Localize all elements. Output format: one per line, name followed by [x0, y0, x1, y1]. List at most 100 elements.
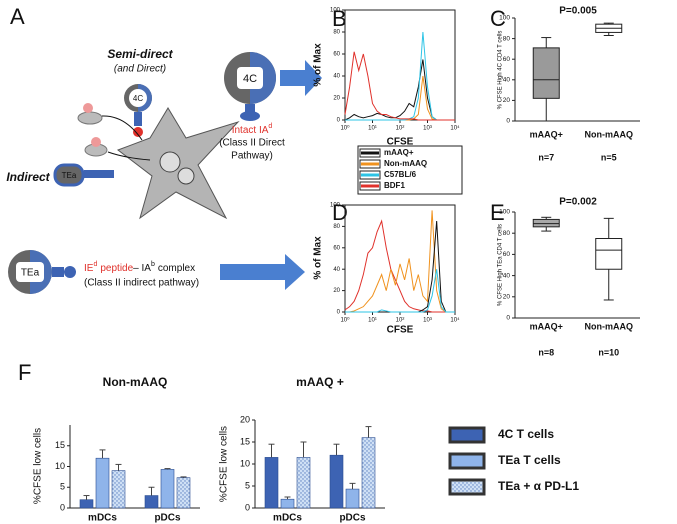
protein	[77, 111, 103, 125]
cell-label: 4C	[243, 73, 257, 85]
y-axis-label: % of Max	[313, 236, 324, 280]
bar	[329, 454, 344, 509]
n-label: n=10	[598, 347, 619, 357]
cell-label: 4C	[133, 94, 143, 103]
y-tick-label: 20	[240, 414, 250, 424]
y-tick-label: 40	[503, 272, 511, 279]
y-tick-label: 5	[60, 482, 65, 492]
label-part: IE	[84, 263, 94, 274]
x-tick-label: 10⁴	[450, 317, 460, 324]
y-tick-label: 80	[333, 224, 340, 230]
direct-label: (Class II Direct	[219, 138, 285, 149]
n-label: n=8	[538, 347, 554, 357]
bar	[264, 457, 279, 509]
y-tick-label: 60	[503, 56, 511, 63]
receptor	[52, 267, 64, 277]
legend-swatch-box	[359, 159, 381, 169]
y-tick-label: 40	[333, 74, 340, 80]
bar	[111, 470, 126, 509]
histogram-line	[345, 75, 455, 121]
bar	[280, 498, 295, 509]
y-tick-label: 80	[503, 35, 511, 42]
indirect-label-line2: (Class II indirect pathway)	[84, 278, 199, 289]
panel-letter: D	[332, 200, 348, 225]
x-tick-label: 10¹	[368, 126, 377, 132]
x-tick-label: pDCs	[154, 513, 181, 524]
x-tick-label: 10⁰	[340, 317, 350, 324]
panel-a: A Semi-direct (and Direct) 4C Indirect T…	[6, 4, 322, 294]
vesicle	[159, 151, 181, 173]
y-tick-label: 20	[503, 294, 511, 301]
y-tick-label: 100	[499, 15, 510, 22]
y-tick-label: 5	[245, 480, 250, 490]
x-tick-label: mAAQ+	[530, 129, 563, 139]
bar	[95, 457, 110, 509]
label-part: Intact IA	[232, 125, 269, 136]
box	[532, 218, 560, 228]
p-value: P=0.005	[559, 6, 597, 17]
direct-label: Pathway)	[231, 151, 273, 162]
legend-label: Non-mAAQ	[384, 159, 427, 168]
indirect-label: Indirect	[6, 170, 50, 184]
legend-swatch-box	[359, 148, 381, 158]
mhc	[240, 111, 260, 121]
label-part: – IA	[133, 263, 151, 274]
protein	[83, 103, 93, 113]
y-tick-label: 0	[245, 502, 250, 512]
histogram-line	[344, 51, 455, 121]
y-tick-label: 80	[333, 30, 340, 36]
legend-swatch	[448, 452, 486, 470]
x-tick-label: pDCs	[339, 513, 366, 524]
cell-label: TEa	[21, 268, 40, 279]
p-value: P=0.002	[559, 197, 597, 208]
semi-direct-label: Semi-direct	[107, 47, 173, 61]
y-tick-label: 0	[60, 502, 65, 512]
y-tick-label: 10	[240, 458, 250, 468]
legend-label: TEa T cells	[498, 453, 561, 467]
y-tick-label: 80	[503, 230, 511, 237]
y-axis-label: %CFSE low cells	[33, 428, 44, 504]
y-tick-label: 100	[330, 203, 341, 209]
x-tick-label: 10²	[396, 318, 405, 324]
y-tick-label: 15	[240, 436, 250, 446]
histogram-line	[344, 59, 455, 121]
legend-label: BDF1	[384, 181, 405, 190]
legend-label: 4C T cells	[498, 427, 554, 441]
t-cell	[53, 163, 85, 187]
x-tick-label: 10³	[423, 126, 432, 132]
bar	[79, 499, 94, 509]
receptor	[134, 112, 142, 126]
arrow	[101, 115, 143, 141]
legend-swatch	[448, 478, 486, 496]
x-tick-label: 10⁰	[340, 125, 350, 132]
n-label: n=7	[538, 152, 554, 162]
t-cell-core	[237, 67, 263, 89]
panel-letter: E	[490, 200, 505, 225]
mhc	[133, 127, 143, 137]
label-part: peptide	[100, 263, 133, 274]
x-tick-label: mAAQ+	[530, 321, 563, 331]
y-tick-label: 100	[499, 209, 510, 216]
t-cell-core	[129, 89, 147, 107]
x-tick-label: 10³	[423, 318, 432, 324]
panel-letter: A	[10, 4, 25, 29]
histogram-line	[345, 31, 455, 121]
box	[595, 238, 623, 270]
bar	[144, 495, 159, 509]
bar	[361, 437, 376, 509]
arrow	[220, 254, 305, 290]
y-tick-label: 20	[333, 288, 340, 294]
label-sup: d	[93, 261, 97, 268]
histogram-line	[344, 219, 455, 313]
legend-swatch-box	[359, 181, 381, 191]
y-tick-label: 0	[506, 118, 510, 125]
indirect-peptide-label: IEd peptide– IAb complex	[84, 261, 195, 274]
x-axis-label: CFSE	[387, 325, 414, 336]
y-tick-label: 60	[333, 52, 340, 58]
histogram-line	[345, 269, 455, 313]
label-part: complex	[158, 263, 195, 274]
histogram-line	[345, 210, 455, 313]
and-direct-label: (and Direct)	[114, 64, 166, 75]
plot-frame	[344, 9, 456, 121]
y-tick-label: 15	[55, 440, 65, 450]
